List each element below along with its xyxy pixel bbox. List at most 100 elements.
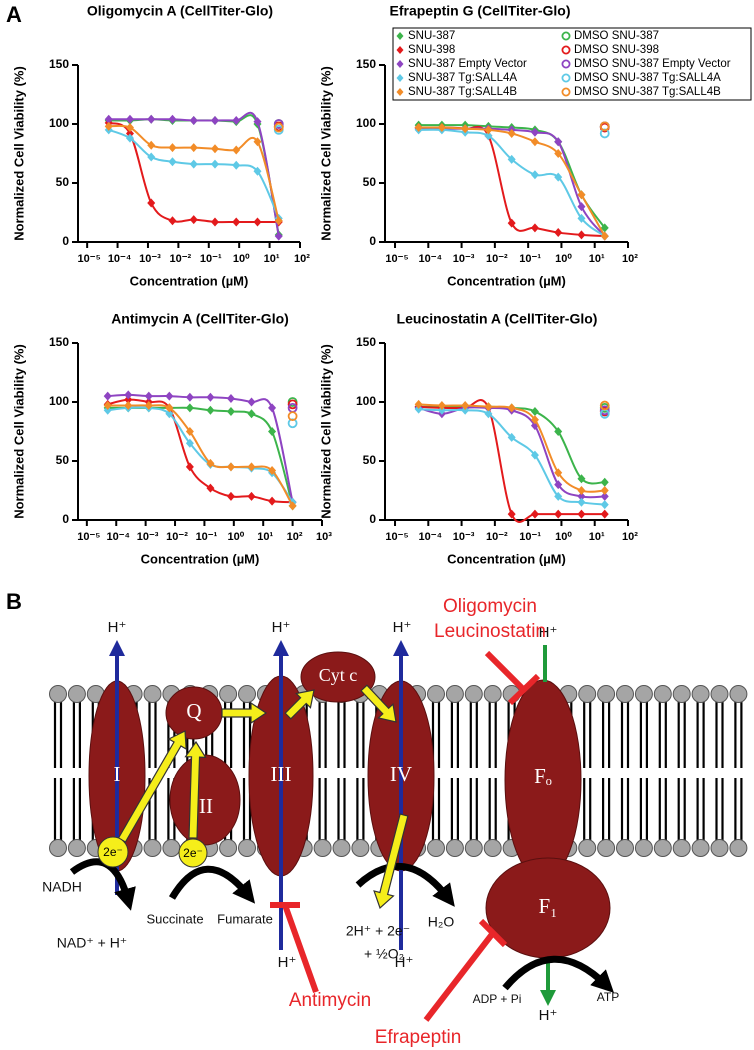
data-point [147, 152, 156, 162]
legend-marker [396, 74, 404, 82]
electron-label: 2e⁻ [103, 845, 123, 859]
data-point [206, 405, 215, 415]
legend-marker [396, 88, 404, 96]
lipid-head [445, 839, 464, 857]
legend-label: SNU-387 Tg:SALL4A [408, 72, 517, 84]
y-tick-label: 100 [49, 116, 69, 130]
data-point [268, 403, 277, 413]
x-tick-label: 10³ [316, 531, 332, 543]
data-point [577, 230, 586, 240]
complex-label: IV [390, 762, 412, 786]
x-tick-label: 10⁻² [486, 253, 508, 265]
legend-marker [561, 87, 571, 97]
data-point [165, 391, 174, 401]
y-tick-label: 150 [356, 57, 376, 71]
lipid-head [464, 685, 483, 703]
legend-label: SNU-387 [408, 30, 455, 42]
lipid-head [238, 685, 256, 703]
lipid-head [49, 839, 67, 857]
x-tick-label: 10⁻⁵ [77, 531, 100, 543]
lipid-head [691, 685, 710, 703]
y-tick-label: 50 [363, 453, 377, 467]
legend-marker [561, 59, 571, 69]
lipid-head [729, 685, 748, 703]
x-axis-title: Concentration (µM) [141, 551, 260, 566]
cytochrome-c [300, 651, 376, 703]
fit-curve [418, 406, 605, 499]
lipid-head [143, 685, 162, 703]
fit-curve [418, 399, 605, 523]
lipid-head [616, 685, 634, 703]
lipid-head [653, 685, 672, 703]
legend-marker [396, 60, 404, 68]
data-point [484, 402, 493, 412]
x-tick-label: 10⁻⁴ [108, 253, 131, 265]
electron-arrow [117, 730, 187, 843]
legend-marker [396, 46, 404, 54]
legend-marker [396, 32, 404, 40]
data-point [185, 403, 194, 413]
lipid-head [483, 685, 502, 703]
fit-curve [107, 404, 294, 507]
data-point [414, 399, 423, 409]
y-axis-title: Normalized Cell Viability (%) [318, 344, 333, 519]
x-tick-label: 10¹ [589, 253, 605, 265]
x-tick-label: 10¹ [264, 253, 280, 265]
data-point [210, 217, 219, 227]
data-point [507, 218, 516, 228]
lipid-head [672, 685, 691, 703]
data-point [253, 137, 262, 147]
substrate-label: NAD⁺ + H⁺ [57, 935, 127, 951]
y-tick-label: 50 [56, 453, 70, 467]
lipid-head [597, 685, 616, 703]
data-point [287, 399, 298, 410]
data-point [268, 427, 277, 436]
data-point [253, 117, 262, 127]
x-tick-label: 10² [287, 531, 303, 543]
legend-marker [561, 73, 571, 83]
lipid-head [313, 839, 332, 857]
reaction-arrow [168, 865, 256, 904]
data-point [185, 427, 194, 436]
lipid-head [238, 839, 256, 857]
diagram-labels: I Q II III Cyt c IV Fₒ F₁ 2e⁻ 2e⁻ H⁺ H⁺ … [42, 596, 619, 1048]
data-point [103, 391, 112, 401]
y-tick-label: 50 [56, 175, 70, 189]
x-tick-label: 10⁻³ [139, 253, 161, 265]
electron-arrows [117, 684, 409, 910]
x-tick-label: 10⁻² [166, 531, 188, 543]
data-point [247, 409, 256, 419]
lipid-head [653, 839, 672, 857]
data-point [600, 509, 609, 519]
data-point [125, 123, 134, 133]
data-point [554, 468, 563, 478]
x-tick-label: 10⁻² [486, 531, 508, 543]
electron-arrow [373, 813, 409, 910]
x-axis-title: Concentration (µM) [447, 551, 566, 566]
substrate-label: ATP [597, 990, 619, 1004]
x-tick-label: 10⁻¹ [200, 253, 222, 265]
lipid-head [710, 839, 729, 857]
data-point [600, 486, 609, 495]
x-axis-title: Concentration (µM) [130, 273, 249, 288]
data-point [530, 223, 539, 233]
lipid-head [332, 839, 351, 857]
legend-label: SNU-387 Empty Vector [408, 58, 527, 70]
data-point [577, 497, 586, 507]
data-point [507, 509, 516, 519]
data-point [268, 496, 277, 506]
data-point [530, 127, 539, 137]
y-axis-title: Normalized Cell Viability (%) [11, 66, 26, 241]
panel-label: A [6, 2, 22, 27]
fit-curve [107, 406, 294, 503]
x-tick-label: 10⁻⁴ [107, 531, 130, 543]
data-point [274, 231, 283, 241]
data-point [600, 477, 609, 487]
data-point [125, 128, 134, 138]
x-tick-label: 10² [294, 253, 310, 265]
y-tick-label: 150 [49, 335, 69, 349]
substrate-label: + ½O₂ [364, 946, 404, 962]
proton-label: H⁺ [278, 954, 297, 971]
x-tick-label: 10⁻¹ [519, 531, 541, 543]
panel-label: B [6, 589, 22, 614]
